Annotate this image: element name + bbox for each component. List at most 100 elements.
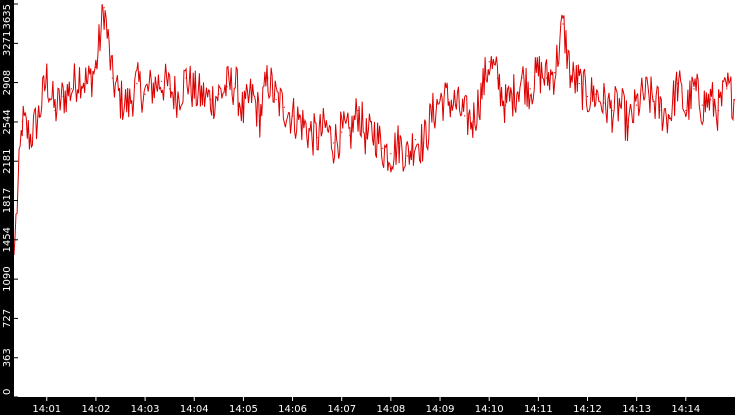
data-point [406,155,408,157]
data-point [242,113,245,115]
data-point [365,136,367,139]
data-point [447,99,449,101]
data-point [70,88,72,90]
y-tick-label: 0 [2,389,13,395]
x-tick-label: 14:14 [671,404,700,415]
data-point [160,80,163,82]
y-tick-label: 2544 [2,109,13,134]
data-point [283,106,285,108]
x-tick-label: 14:12 [573,404,602,415]
data-point [201,95,204,98]
data-point [414,139,417,141]
data-point [316,136,318,139]
data-point [480,93,482,95]
x-tick-label: 14:03 [131,404,160,415]
data-point [586,95,589,98]
data-point [619,104,621,106]
data-point [636,104,638,106]
x-tick-label: 14:01 [32,404,61,415]
data-point [29,136,31,139]
data-point [529,88,531,90]
data-point [332,142,335,144]
data-point [259,115,261,117]
data-point [644,93,646,95]
data-point [652,99,654,101]
x-tick-label: 14:06 [278,404,307,415]
x-tick-label: 14:10 [475,404,504,415]
y-tick-label: 1454 [2,227,13,252]
data-point [595,93,597,95]
data-point [660,109,662,112]
data-point [152,85,154,87]
data-point [382,147,384,149]
x-tick-label: 14:07 [327,404,356,415]
data-point [709,99,712,101]
data-point [718,109,720,112]
data-point [726,88,728,90]
data-point [119,99,122,101]
series-line [13,4,735,255]
y-tick-label: 2181 [2,148,13,173]
x-tick-label: 14:05 [229,404,258,415]
data-point [78,74,81,76]
y-tick-label: 2908 [2,70,13,95]
data-point [300,120,302,122]
data-point [267,77,269,79]
data-point [128,104,130,106]
data-point [54,109,56,112]
data-point [562,23,564,25]
data-point [144,93,146,95]
data-point [455,104,458,106]
data-point [62,95,64,98]
data-point [677,82,679,85]
y-tick-label: 363 [2,348,13,367]
data-point [185,77,187,79]
data-point [291,115,294,117]
y-tick-label: 3635 [2,4,13,29]
data-point [308,131,310,133]
series-layer [13,4,735,255]
y-axis-bar [0,0,14,415]
x-tick-label: 14:09 [426,404,455,415]
data-point [46,77,48,79]
data-point [95,66,97,68]
data-point [504,104,507,106]
data-point [234,82,236,85]
data-point [357,109,359,112]
data-point [611,109,613,112]
data-point [554,72,556,74]
data-point [545,77,548,79]
data-point [103,7,105,9]
data-point [513,93,515,95]
y-tick-label: 3271 [2,31,13,56]
data-point [627,126,630,128]
data-point [37,115,40,117]
data-point [177,95,179,98]
x-tick-label: 14:11 [524,404,553,415]
data-point [578,82,580,85]
data-point [439,99,441,101]
data-point [464,115,466,117]
data-point [521,77,523,79]
data-point [111,77,113,79]
x-tick-label: 14:04 [180,404,209,415]
data-point [324,126,326,128]
data-point [488,61,490,63]
data-point [218,93,220,95]
data-point [349,134,351,136]
data-point [685,109,687,112]
data-point [210,99,212,101]
x-axis-bar [0,397,735,415]
data-point [373,131,376,133]
data-point [668,115,671,117]
x-tick-label: 14:02 [82,404,111,415]
y-axis-ticks: 0 363 727 1090 1454 1817 2181 2544 2908 3271 3635 [2,3,18,398]
y-tick-label: 1090 [2,266,13,291]
data-point [341,131,343,133]
data-point [701,104,703,106]
data-point [603,102,605,104]
data-point [472,120,474,122]
data-point [693,88,695,90]
